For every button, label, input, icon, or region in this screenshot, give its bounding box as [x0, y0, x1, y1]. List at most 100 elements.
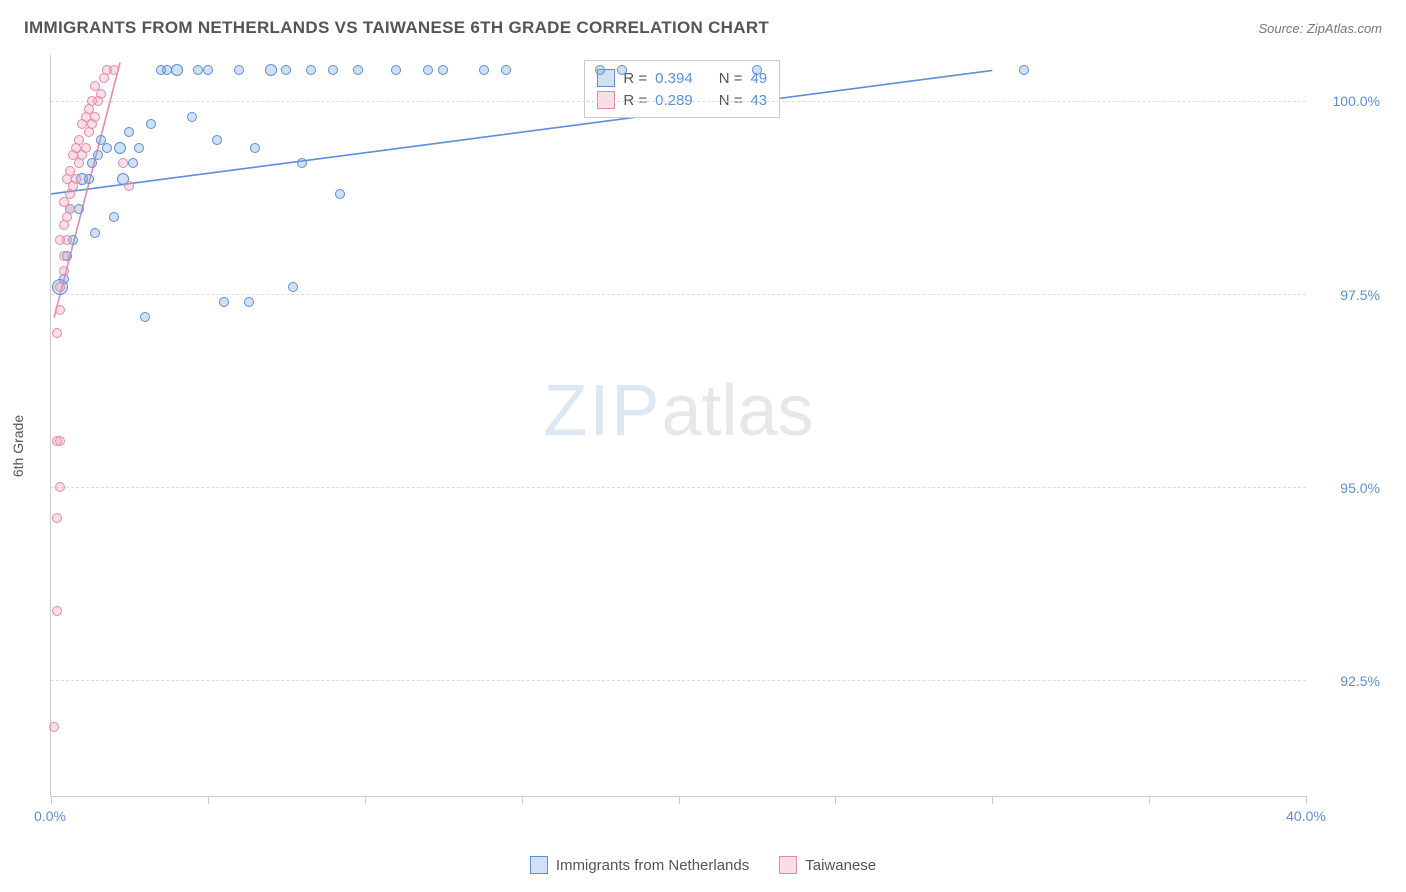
scatter-point-netherlands — [353, 65, 363, 75]
scatter-point-netherlands — [187, 112, 197, 122]
scatter-point-netherlands — [212, 135, 222, 145]
scatter-point-netherlands — [288, 282, 298, 292]
scatter-point-taiwanese — [124, 181, 134, 191]
stats-row-taiwanese: R =0.289N =43 — [597, 89, 767, 111]
scatter-point-taiwanese — [52, 606, 62, 616]
scatter-point-taiwanese — [74, 135, 84, 145]
legend-item-netherlands: Immigrants from Netherlands — [530, 856, 749, 874]
scatter-point-taiwanese — [65, 204, 75, 214]
scatter-point-netherlands — [1019, 65, 1029, 75]
y-tick-label: 92.5% — [1340, 673, 1380, 689]
gridline — [51, 294, 1306, 295]
scatter-point-netherlands — [128, 158, 138, 168]
swatch-netherlands — [530, 856, 548, 874]
scatter-point-netherlands — [171, 64, 183, 76]
scatter-point-netherlands — [250, 143, 260, 153]
x-tick — [1306, 796, 1307, 804]
scatter-point-netherlands — [74, 204, 84, 214]
scatter-point-taiwanese — [52, 328, 62, 338]
scatter-point-netherlands — [265, 64, 277, 76]
scatter-point-taiwanese — [59, 266, 69, 276]
legend-label: Immigrants from Netherlands — [556, 857, 749, 874]
scatter-point-taiwanese — [65, 166, 75, 176]
scatter-point-netherlands — [114, 142, 126, 154]
y-axis-label: 6th Grade — [10, 415, 26, 477]
scatter-point-taiwanese — [55, 282, 65, 292]
scatter-point-netherlands — [617, 65, 627, 75]
r-label: R = — [623, 70, 647, 87]
x-tick — [835, 796, 836, 804]
legend-label: Taiwanese — [805, 857, 876, 874]
scatter-point-netherlands — [93, 150, 103, 160]
gridline — [51, 680, 1306, 681]
x-tick — [522, 796, 523, 804]
scatter-point-netherlands — [124, 127, 134, 137]
scatter-point-netherlands — [109, 212, 119, 222]
x-tick — [365, 796, 366, 804]
scatter-point-taiwanese — [90, 81, 100, 91]
scatter-point-taiwanese — [62, 235, 72, 245]
swatch-taiwanese — [779, 856, 797, 874]
swatch-taiwanese — [597, 91, 615, 109]
scatter-point-taiwanese — [118, 158, 128, 168]
gridline — [51, 487, 1306, 488]
source-label: Source: ZipAtlas.com — [1258, 21, 1382, 36]
scatter-point-taiwanese — [81, 143, 91, 153]
scatter-point-netherlands — [423, 65, 433, 75]
stats-box: R =0.394N =49R =0.289N =43 — [584, 60, 780, 118]
scatter-point-netherlands — [140, 312, 150, 322]
scatter-point-taiwanese — [52, 513, 62, 523]
scatter-point-netherlands — [479, 65, 489, 75]
scatter-point-netherlands — [438, 65, 448, 75]
scatter-point-netherlands — [281, 65, 291, 75]
scatter-point-taiwanese — [59, 251, 69, 261]
x-tick — [1149, 796, 1150, 804]
x-tick — [992, 796, 993, 804]
scatter-point-taiwanese — [55, 482, 65, 492]
scatter-point-netherlands — [335, 189, 345, 199]
scatter-point-netherlands — [234, 65, 244, 75]
scatter-point-netherlands — [297, 158, 307, 168]
y-tick-label: 97.5% — [1340, 287, 1380, 303]
scatter-point-netherlands — [146, 119, 156, 129]
y-tick-label: 100.0% — [1333, 93, 1380, 109]
scatter-point-netherlands — [752, 65, 762, 75]
scatter-point-netherlands — [203, 65, 213, 75]
scatter-point-taiwanese — [90, 112, 100, 122]
scatter-point-taiwanese — [96, 89, 106, 99]
x-tick — [51, 796, 52, 804]
scatter-point-netherlands — [219, 297, 229, 307]
x-tick — [679, 796, 680, 804]
scatter-point-netherlands — [84, 174, 94, 184]
scatter-point-netherlands — [391, 65, 401, 75]
gridline — [51, 101, 1306, 102]
x-tick-label: 0.0% — [34, 808, 66, 824]
watermark-atlas: atlas — [661, 371, 813, 451]
r-label: R = — [623, 92, 647, 109]
r-value: 0.394 — [655, 70, 693, 87]
n-label: N = — [719, 70, 743, 87]
scatter-point-netherlands — [90, 228, 100, 238]
plot-region: ZIPatlas R =0.394N =49R =0.289N =43 — [50, 55, 1306, 797]
scatter-point-netherlands — [244, 297, 254, 307]
trend-lines — [51, 55, 1306, 796]
chart-title: IMMIGRANTS FROM NETHERLANDS VS TAIWANESE… — [24, 18, 769, 38]
chart-area: ZIPatlas R =0.394N =49R =0.289N =43 92.5… — [50, 55, 1386, 832]
scatter-point-taiwanese — [71, 174, 81, 184]
scatter-point-netherlands — [595, 65, 605, 75]
bottom-legend: Immigrants from Netherlands Taiwanese — [0, 856, 1406, 874]
scatter-point-netherlands — [102, 143, 112, 153]
scatter-point-taiwanese — [109, 65, 119, 75]
watermark-zip: ZIP — [543, 371, 661, 451]
r-value: 0.289 — [655, 92, 693, 109]
y-tick-label: 95.0% — [1340, 480, 1380, 496]
scatter-point-netherlands — [328, 65, 338, 75]
x-tick-label: 40.0% — [1286, 808, 1326, 824]
n-value: 43 — [750, 92, 767, 109]
legend-item-taiwanese: Taiwanese — [779, 856, 876, 874]
scatter-point-taiwanese — [49, 722, 59, 732]
scatter-point-netherlands — [501, 65, 511, 75]
scatter-point-netherlands — [306, 65, 316, 75]
scatter-point-taiwanese — [55, 305, 65, 315]
scatter-point-taiwanese — [87, 96, 97, 106]
